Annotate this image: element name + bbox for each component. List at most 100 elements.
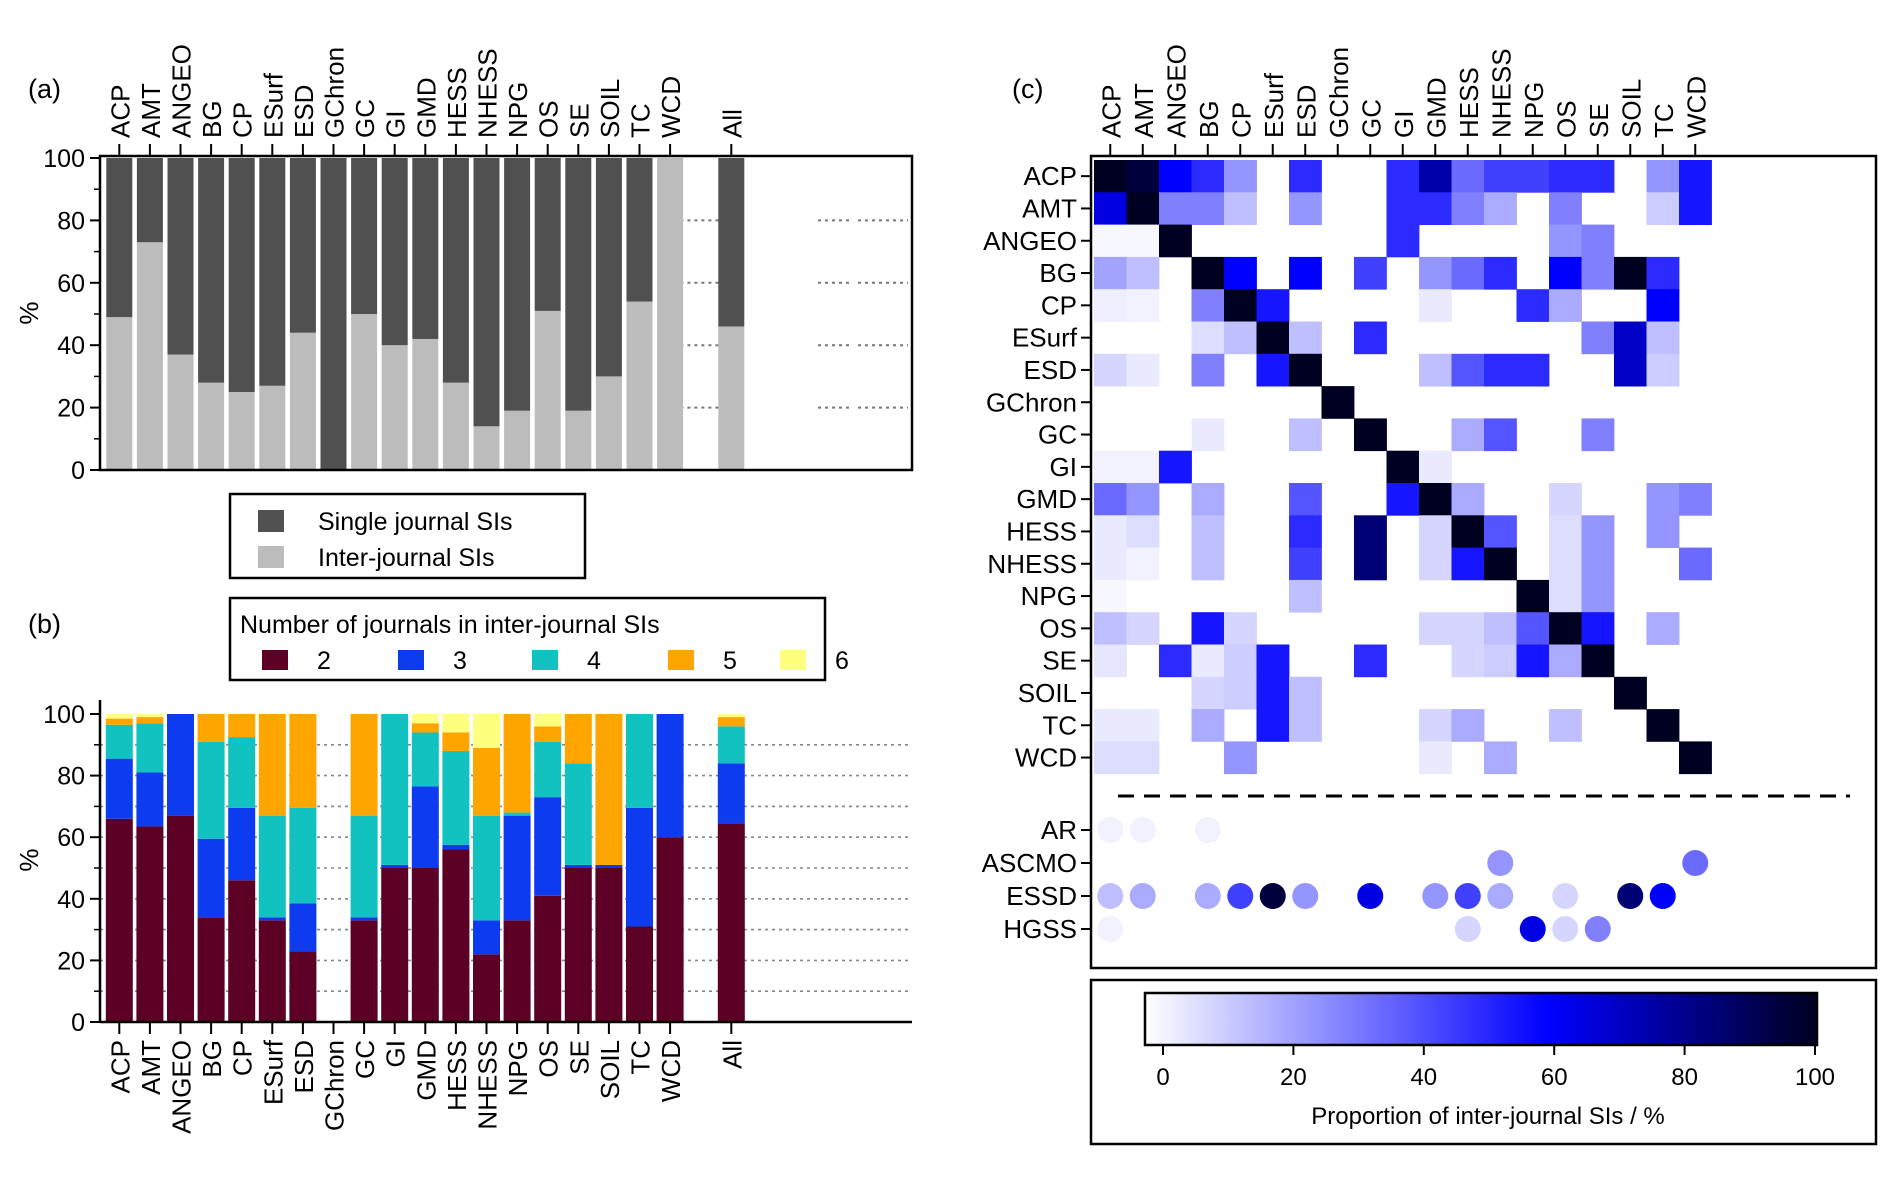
cell-nhess-nhess [1484, 547, 1517, 581]
cell-se-angeo [1159, 644, 1192, 678]
dot-hgss-se [1584, 916, 1611, 942]
cell-amt-tc [1646, 192, 1680, 225]
bar-inter-journal-sis-npg [504, 410, 531, 470]
bar-single-journal-sis-cp [228, 158, 255, 392]
bar-n4-npg [503, 812, 531, 816]
cell-hess-tc [1646, 515, 1680, 548]
bar-n5-acp [105, 718, 133, 725]
panel-b-xtick-label: NHESS [473, 1040, 503, 1130]
bar-inter-journal-sis-nhess [473, 426, 500, 470]
cell-tc-gmd [1419, 709, 1452, 742]
cell-amt-os [1549, 192, 1582, 225]
cell-esd-npg [1516, 353, 1550, 387]
panel-a-xtick-label: GMD [411, 77, 441, 138]
cell-acp-wcd [1679, 160, 1712, 193]
bar-n5-gmd [411, 723, 439, 733]
cell-tc-os [1549, 709, 1582, 742]
cell-bg-amt [1126, 256, 1160, 290]
cell-bg-hess [1451, 256, 1485, 290]
panel-c-col-label: BG [1194, 100, 1224, 138]
cell-bg-nhess [1484, 256, 1517, 290]
dot-essd-gmd [1422, 883, 1449, 909]
cell-npg-os [1549, 579, 1582, 613]
dot-essd-nhess [1487, 883, 1514, 909]
bar-inter-journal-sis-acp [106, 317, 133, 470]
panel-c-col-label: SOIL [1616, 79, 1646, 138]
cell-se-gc [1354, 644, 1387, 678]
cell-gc-se [1581, 418, 1615, 452]
panel-a-xtick-label: ANGEO [167, 44, 197, 138]
colorbar: 0 20 40 60 80 100 Proportion of inter-journal … [1089, 978, 1878, 1146]
panel-b-label: (b) [28, 609, 61, 639]
panel-b-xtick-label: GChron [320, 1040, 350, 1131]
cell-tc-hess [1451, 709, 1485, 742]
dot-essd-gc [1357, 883, 1384, 909]
cell-cp-gmd [1419, 289, 1452, 322]
cell-bg-gc [1354, 256, 1387, 290]
cell-gc-hess [1451, 418, 1485, 452]
cell-se-npg [1516, 644, 1550, 678]
cell-wcd-cp [1224, 741, 1257, 775]
panel-c-col-label: NHESS [1486, 48, 1516, 138]
legend-swatch-n6 [780, 650, 806, 670]
bar-single-journal-sis-bg [198, 158, 225, 383]
panel-a-xtick-label: CP [228, 102, 258, 138]
panel-c-row-label: HESS [1006, 516, 1077, 546]
bar-n3-esurf [258, 917, 286, 921]
bar-n3-amt [136, 772, 164, 827]
cell-hess-se [1581, 515, 1615, 548]
cell-gmd-esd [1289, 483, 1322, 516]
panel-a-xtick-label: All [717, 109, 747, 138]
legend-label-single-journal-sis: Single journal SIs [318, 508, 513, 536]
cell-os-npg [1516, 612, 1550, 645]
bar-n4-se [564, 763, 592, 865]
dot-hgss-acp [1097, 916, 1124, 942]
cell-gmd-gmd [1419, 483, 1452, 516]
panel-c-dotrow-label: ASCMO [982, 848, 1077, 878]
cell-cp-bg [1191, 289, 1225, 322]
cell-nhess-amt [1126, 547, 1160, 581]
dot-essd-os [1552, 883, 1579, 909]
cell-acp-se [1581, 160, 1615, 193]
bar-n2-nhess [473, 954, 500, 1022]
panel-c-col-label: GI [1389, 111, 1419, 138]
bar-n3-cp [228, 807, 256, 881]
legend-label-n3: 3 [453, 647, 467, 675]
panel-a-ylabel: % [14, 301, 44, 324]
bar-n2-bg [197, 917, 225, 1022]
panel-c-row-label: SOIL [1018, 678, 1077, 708]
dot-ar-bg [1194, 817, 1221, 843]
bar-inter-journal-sis-all [718, 326, 745, 470]
bar-single-journal-sis-hess [442, 158, 469, 383]
cell-acp-cp [1224, 160, 1257, 193]
cell-esd-gmd [1419, 353, 1452, 387]
panel-a-xtick-label: NPG [503, 82, 533, 138]
panel-a-xtick-label: GC [350, 99, 380, 138]
bar-n4-esd [289, 807, 317, 904]
cell-gc-nhess [1484, 418, 1517, 452]
bar-single-journal-sis-angeo [167, 158, 194, 355]
dot-ascmo-wcd [1682, 850, 1709, 876]
panel-b-ytick-label: 0 [71, 1009, 85, 1037]
panel-b-ytick-label: 60 [57, 824, 85, 852]
cell-cp-npg [1516, 289, 1550, 322]
cell-tc-acp [1094, 709, 1127, 742]
legend-swatch-n3 [398, 650, 424, 670]
bar-n2-hess [442, 849, 470, 1022]
panel-c-col-label: ANGEO [1161, 44, 1191, 138]
cell-cp-acp [1094, 289, 1127, 322]
cell-angeo-se [1581, 224, 1615, 258]
cell-angeo-angeo [1159, 224, 1192, 258]
legend-label-n2: 2 [317, 647, 331, 675]
panel-c-row-label: GMD [1016, 484, 1077, 514]
cell-os-cp [1224, 612, 1257, 645]
panel-c-row-label: GChron [986, 387, 1077, 417]
panel-b-xtick-label: ANGEO [167, 1040, 197, 1134]
bar-n5-soil [595, 714, 623, 865]
cell-soil-soil [1614, 676, 1647, 710]
dot-hgss-hess [1454, 916, 1481, 942]
bar-inter-journal-sis-gmd [412, 338, 439, 470]
cell-cp-cp [1224, 289, 1257, 322]
bar-single-journal-sis-amt [136, 158, 163, 243]
panel-a-ytick-label: 0 [71, 457, 85, 485]
